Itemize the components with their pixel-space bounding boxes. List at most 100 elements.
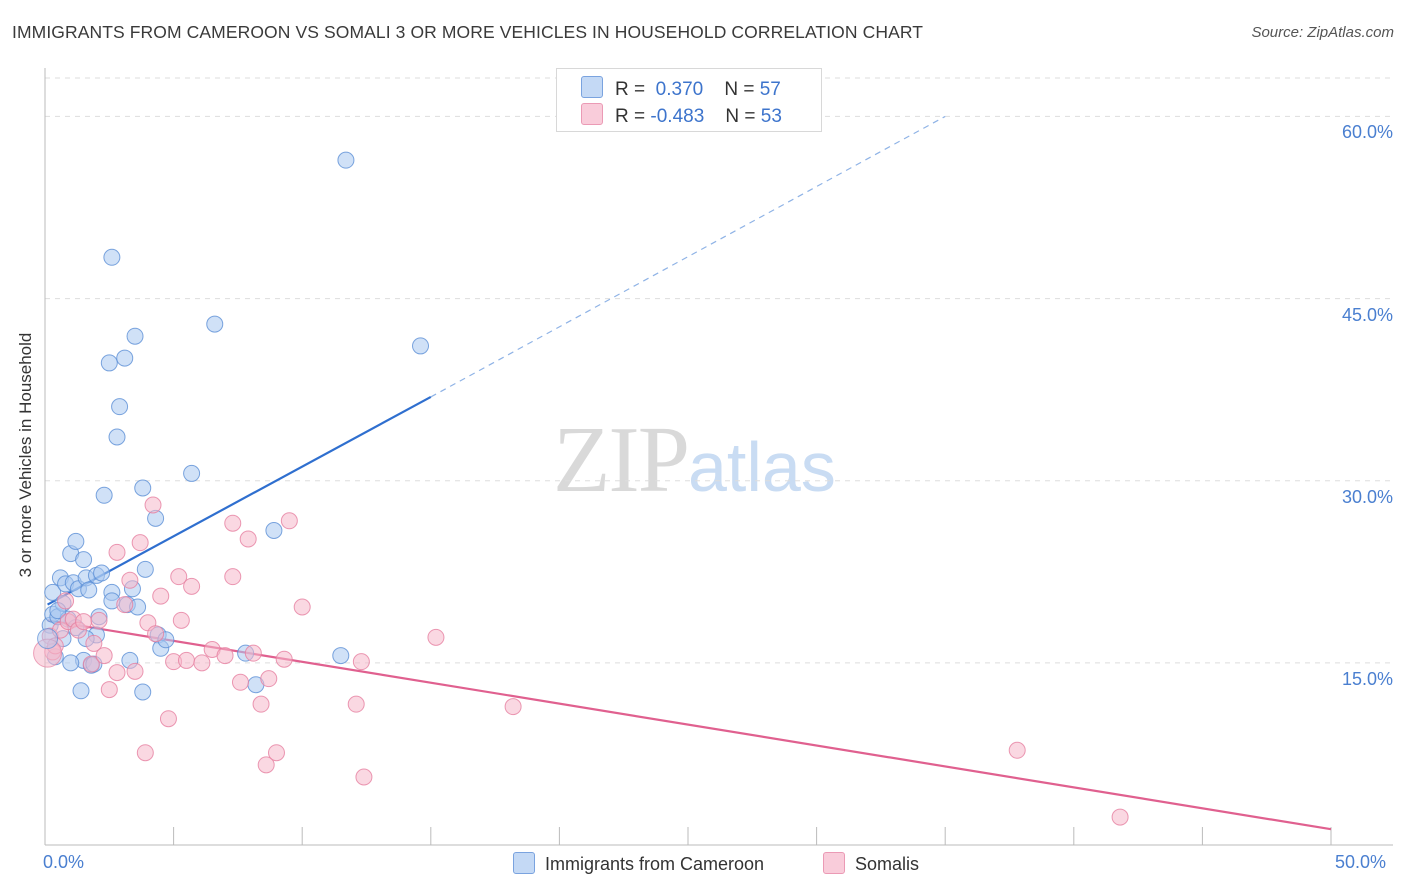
point-somalis: [95, 647, 113, 665]
point-cameroon: [95, 486, 113, 504]
point-cameroon: [75, 551, 93, 569]
stats-row-somalis: R = -0.483 N = 53: [581, 103, 782, 128]
legend-label-cameroon: Immigrants from Cameroon: [545, 854, 765, 874]
point-cameroon: [80, 581, 98, 599]
y-tick-label: 15.0%: [1341, 668, 1393, 689]
point-somalis: [100, 681, 118, 699]
point-somalis: [427, 628, 445, 646]
point-somalis: [147, 625, 165, 643]
point-cameroon: [116, 349, 134, 367]
point-somalis: [252, 695, 270, 713]
legend-swatch-somalis: [823, 852, 845, 874]
point-somalis: [108, 664, 126, 682]
point-cameroon: [67, 532, 85, 550]
trendline-cameroon: [47, 395, 432, 606]
point-somalis: [239, 530, 257, 548]
legend-item-cameroon: Immigrants from Cameroon: [513, 852, 764, 875]
point-somalis: [216, 647, 234, 665]
legend-label-somalis: Somalis: [855, 854, 920, 874]
legend-swatch-cameroon: [513, 852, 535, 874]
x-tick-label-min: 0.0%: [43, 852, 85, 872]
stats-r-value: -0.483: [650, 106, 705, 127]
point-somalis: [275, 650, 293, 668]
point-cameroon: [44, 583, 62, 601]
point-somalis: [75, 613, 93, 631]
point-cameroon: [265, 522, 283, 539]
point-somalis: [1111, 808, 1129, 826]
legend-item-somalis: Somalis: [823, 852, 919, 875]
y-tick-label: 30.0%: [1341, 486, 1393, 507]
point-cameroon: [332, 647, 350, 665]
point-somalis: [257, 756, 275, 774]
point-somalis: [172, 611, 190, 629]
point-somalis: [293, 598, 311, 616]
point-somalis: [193, 654, 211, 672]
trendline-cameroon-extension: [430, 115, 946, 398]
point-somalis: [352, 653, 370, 671]
point-cameroon: [136, 560, 154, 578]
point-somalis: [260, 670, 278, 688]
point-somalis: [159, 710, 177, 728]
point-cameroon: [337, 151, 355, 169]
y-axis-title: 3 or more Vehicles in Household: [16, 332, 35, 578]
point-cameroon: [72, 682, 90, 700]
point-somalis: [136, 744, 154, 762]
point-somalis: [152, 587, 170, 605]
chart-title: IMMIGRANTS FROM CAMEROON VS SOMALI 3 OR …: [12, 22, 924, 42]
chart-source: Source: ZipAtlas.com: [1251, 24, 1394, 41]
point-somalis: [144, 496, 162, 514]
point-somalis: [267, 744, 285, 762]
point-somalis: [355, 768, 373, 786]
point-cameroon: [183, 464, 201, 482]
point-somalis: [82, 655, 100, 673]
stats-n-label: N =: [724, 79, 755, 100]
point-cameroon: [412, 337, 430, 355]
stats-row-cameroon: R = 0.370 N = 57: [581, 76, 781, 101]
point-cameroon: [111, 398, 129, 416]
point-somalis: [231, 673, 249, 691]
point-somalis: [85, 634, 103, 652]
point-somalis: [224, 514, 242, 532]
point-somalis: [126, 662, 144, 680]
y-tick-label: 60.0%: [1341, 122, 1393, 143]
point-cameroon: [103, 248, 121, 266]
point-somalis: [177, 651, 195, 669]
point-cameroon: [126, 327, 144, 345]
axis-layer: [44, 68, 1393, 846]
stats-n-value: 53: [760, 106, 782, 127]
point-cameroon: [134, 479, 152, 497]
y-tick-label: 45.0%: [1341, 304, 1393, 325]
point-cameroon: [206, 315, 224, 333]
point-somalis: [116, 596, 134, 614]
point-somalis: [1008, 741, 1026, 759]
correlation-stats-box: R = 0.370 N = 57 R = -0.483 N = 53: [556, 68, 822, 132]
point-cameroon: [100, 354, 118, 372]
point-somalis: [131, 534, 149, 552]
point-somalis: [170, 568, 188, 586]
point-somalis: [121, 571, 139, 589]
x-tick-label-max: 50.0%: [1335, 852, 1387, 872]
points-layer: [33, 151, 1129, 826]
point-cameroon: [93, 564, 111, 582]
point-cameroon: [62, 654, 80, 672]
point-cameroon: [37, 628, 59, 650]
stats-n-label: N =: [725, 106, 756, 127]
stats-swatch-somalis: [581, 103, 603, 125]
point-somalis: [108, 543, 126, 561]
point-cameroon: [134, 683, 152, 701]
stats-r-value: 0.370: [655, 79, 704, 100]
point-somalis: [280, 512, 298, 530]
trend-layer: [47, 115, 1332, 831]
point-cameroon: [108, 428, 126, 446]
point-somalis: [90, 611, 108, 629]
stats-swatch-cameroon: [581, 76, 603, 98]
point-somalis: [183, 577, 201, 595]
stats-r-label: R =: [615, 106, 646, 127]
stats-r-label: R =: [615, 79, 646, 100]
point-somalis: [224, 568, 242, 586]
grid-layer: [45, 77, 1393, 664]
point-somalis: [347, 695, 365, 713]
point-somalis: [244, 644, 262, 662]
point-somalis: [57, 592, 75, 610]
stats-n-value: 57: [759, 79, 781, 100]
